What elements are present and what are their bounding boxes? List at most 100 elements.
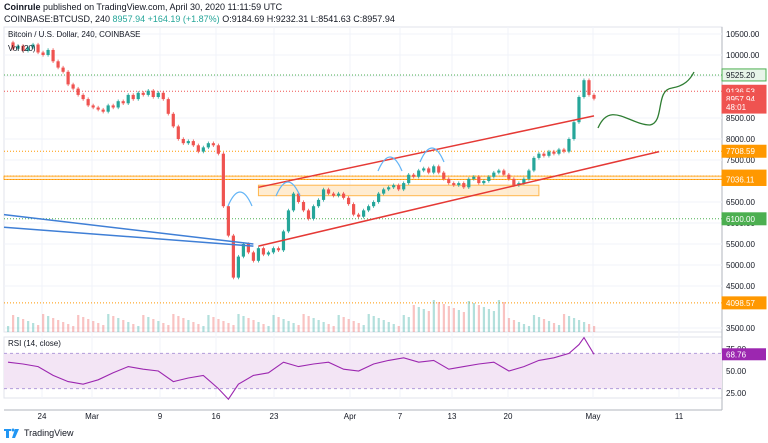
candle [527,170,531,179]
candle [512,178,516,186]
last-price: 8957.94 [112,14,146,24]
volume-bar [522,324,526,332]
candle [86,99,90,106]
volume-bar [487,309,491,332]
volume-bar [422,309,425,332]
candle [266,252,271,255]
price-tag [721,296,767,310]
volume-bar [97,323,100,332]
candle [61,67,65,72]
volume-bar [152,319,155,332]
volume-bar [172,314,175,332]
volume-label: Vol (20) [8,44,36,53]
volume-bar [377,318,380,332]
price-tag [721,212,767,226]
volume-bar [427,311,430,332]
y-tick-label: 5000.00 [726,261,755,270]
volume-bar [507,318,511,332]
candle [216,145,220,154]
volume-bar [102,325,105,332]
x-tick-label: May [585,412,600,421]
volume-bar [167,325,170,332]
candle [537,153,541,158]
channel-lower-line [258,150,660,247]
candle [196,145,200,152]
chart-header: Coinrule published on TradingView.com, A… [0,0,768,26]
price-chart[interactable]: 10500.0010000.009500.008500.008000.00750… [0,0,768,424]
candle [402,183,406,190]
volume-bar [52,318,55,332]
volume-bar [17,317,20,332]
candle [51,49,55,62]
candle [562,149,566,152]
x-tick-label: 7 [398,412,403,421]
candle [592,94,596,99]
volume-bar [222,321,225,332]
volume-bar [87,319,90,332]
volume-bar [77,315,80,332]
price-tag-label: 9525.20 [726,71,755,80]
volume-bar [517,322,521,332]
candle [372,202,376,207]
footer: TradingView [0,424,768,443]
x-tick-label: 11 [675,412,684,421]
x-tick-label: 23 [270,412,279,421]
volume-bar [562,314,566,332]
volume-bar [362,325,365,332]
tradingview-logo-icon [4,428,19,438]
candle [16,45,20,49]
candle [472,176,476,179]
symbol-label: COINBASE:BTCUSD, 240 [4,14,111,24]
candle [31,44,35,48]
price-tag-label: 6100.00 [726,215,755,224]
candle [36,44,40,53]
volume-bar [492,311,496,332]
candle [547,151,551,156]
resistance-band [3,175,723,180]
volume-bar [593,326,596,332]
candle [96,107,100,110]
volume-bar [217,319,220,332]
candle [161,92,165,100]
volume-bar [462,312,465,332]
volume-bar [307,316,310,332]
volume-bar [542,319,546,332]
candle [587,80,591,95]
volume-bar [367,314,370,332]
publish-info: published on TradingView.com, April 30, … [43,2,283,12]
candle [291,193,296,211]
y-tick-label: 7500.00 [726,156,755,165]
candle [81,94,85,100]
volume-bar [567,316,571,332]
candle [116,101,120,108]
y-tick-label: 10000.00 [726,51,760,60]
volume-bar [12,315,15,332]
volume-bar [262,324,265,332]
candle [492,172,496,177]
candle [477,176,481,184]
publisher-name[interactable]: Coinrule [4,2,41,12]
volume-bar [22,319,25,332]
volume-bar [482,307,486,332]
volume-bar [142,315,145,332]
candle [111,105,115,108]
candle [76,88,80,95]
candle [397,185,401,190]
volume-bar [257,322,260,332]
volume-bar [32,323,35,332]
candle [447,178,451,184]
y-tick-label: 6500.00 [726,198,755,207]
volume-bar [387,322,390,332]
volume-bar [477,305,481,332]
volume-bar [182,318,185,332]
candle [66,71,70,85]
candle [356,214,361,217]
volume-bar [417,307,420,332]
tradingview-brand[interactable]: TradingView [24,428,74,438]
volume-bar [237,314,240,332]
candle [141,92,145,95]
candle [507,174,511,179]
volume-bar [357,323,360,332]
volume-bar [42,314,45,332]
volume-bar [227,323,230,332]
